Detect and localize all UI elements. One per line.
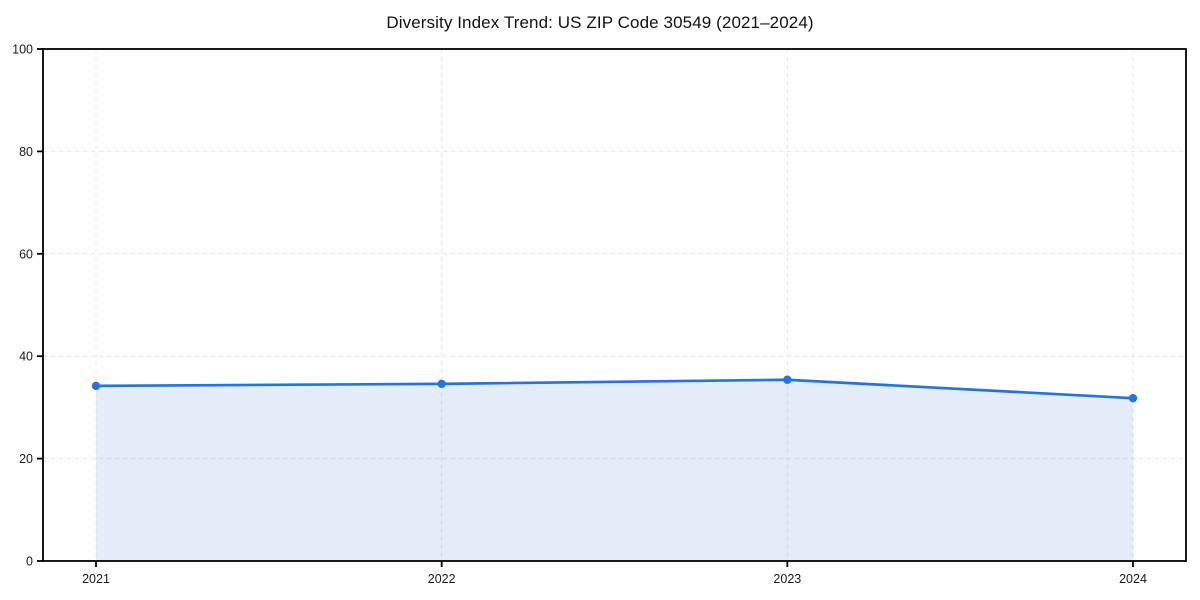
x-tick-label: 2024: [1119, 572, 1147, 586]
y-tick-label: 60: [19, 247, 33, 261]
x-tick-label: 2022: [428, 572, 456, 586]
area-fill: [96, 379, 1133, 561]
y-tick-label: 40: [19, 350, 33, 364]
chart-title: Diversity Index Trend: US ZIP Code 30549…: [386, 13, 814, 32]
data-point: [91, 381, 101, 391]
y-tick-label: 0: [26, 555, 33, 569]
y-tick-label: 20: [19, 452, 33, 466]
data-point: [1128, 393, 1138, 403]
x-tick-label: 2021: [82, 572, 110, 586]
y-tick-label: 80: [19, 145, 33, 159]
trend-line: [94, 378, 1135, 400]
data-point: [783, 375, 792, 384]
plot-frame: [42, 48, 1187, 562]
x-tick-label: 2023: [773, 572, 801, 586]
data-point: [437, 379, 446, 389]
y-tick-label: 100: [12, 43, 33, 57]
